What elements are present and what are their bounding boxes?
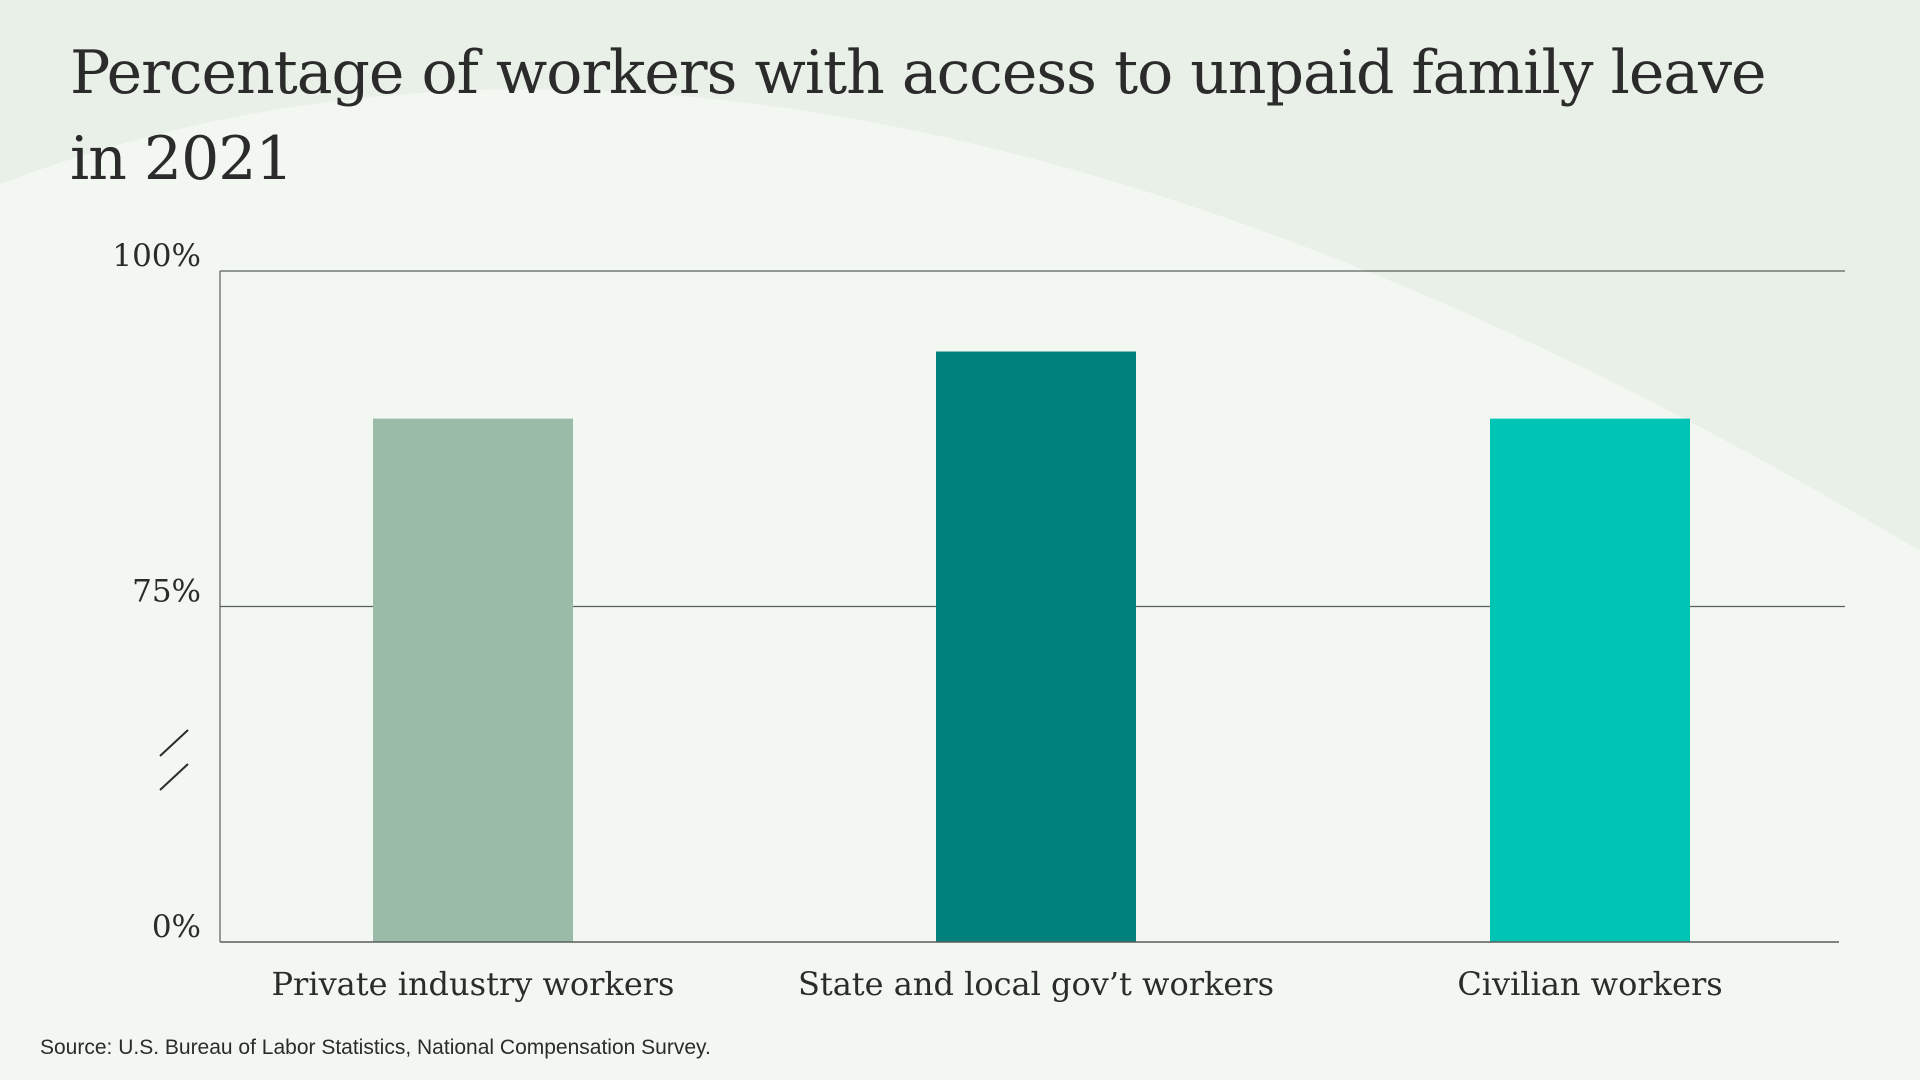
x-tick-label: Private industry workers <box>272 965 675 1003</box>
title-box: Percentage of workers with access to unp… <box>70 38 1767 194</box>
bar <box>373 418 573 942</box>
bar <box>936 351 1136 942</box>
axis-break <box>159 729 189 757</box>
y-tick-label: 0% <box>152 909 201 945</box>
source-note: Source: U.S. Bureau of Labor Statistics,… <box>40 1036 711 1059</box>
x-tick-label: Civilian workers <box>1457 965 1722 1003</box>
plot: 0% 75% 100% Private industry workers State a… <box>112 238 1845 1003</box>
y-tick-label: 75% <box>132 574 201 610</box>
x-tick-label: State and local gov’t workers <box>798 965 1274 1003</box>
chart-title: Percentage of workers with access to unp… <box>70 38 1767 194</box>
y-tick-label: 100% <box>112 238 201 274</box>
axis-break <box>159 763 189 791</box>
bar <box>1490 418 1690 942</box>
